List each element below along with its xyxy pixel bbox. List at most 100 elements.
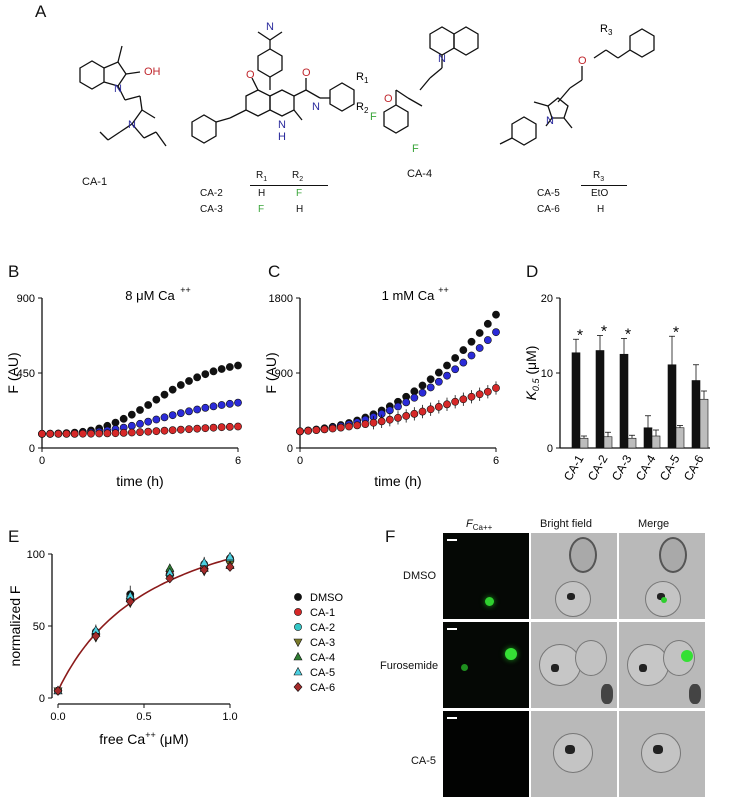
data-point: [38, 429, 46, 438]
y-tick-label: 0: [547, 443, 553, 455]
r-table-1: R1 R2 CA-2 H F CA-3 F H: [200, 170, 330, 220]
data-point: [492, 384, 500, 392]
structure-ca2-ca3: O O N H N N R1 R2: [191, 21, 369, 144]
chart-c: 0 900 1800 0 6 time (h) F (AU) 1 mM Ca ++: [263, 285, 500, 489]
atom-n-ca2: N: [278, 119, 286, 131]
data-point: [434, 402, 443, 411]
atom-n2-ca1: N: [128, 119, 136, 131]
bar: [667, 364, 677, 449]
x-tick-label: 0.5: [136, 711, 151, 723]
table1-header-r2: R2: [292, 170, 304, 183]
panel-label-a: A: [35, 2, 47, 21]
y-axis-label: K0.5 (μM): [523, 346, 541, 401]
data-point: [234, 361, 242, 370]
chart-title-superscript: ++: [438, 285, 449, 295]
data-point: [225, 562, 235, 572]
data-point: [193, 424, 202, 433]
data-point: [443, 361, 451, 370]
data-point: [136, 428, 144, 437]
atom-o-ca4: O: [384, 93, 393, 105]
category-label: CA-1: [561, 452, 587, 483]
chart-title-superscript: ++: [180, 285, 191, 295]
category-label: CA-3: [609, 452, 635, 483]
data-point: [152, 427, 161, 436]
data-point: [193, 373, 202, 382]
data-point: [492, 328, 500, 337]
atom-nh-ca2: N: [312, 101, 320, 113]
y-tick-label: 900: [17, 293, 35, 305]
data-point: [136, 406, 144, 414]
data-point: [443, 400, 451, 409]
data-point: [165, 573, 175, 584]
r1-label: R1: [356, 71, 369, 85]
legend-label: CA-4: [310, 652, 335, 664]
data-point: [394, 402, 402, 411]
atom-n-ca5: N: [546, 115, 554, 127]
legend-marker: [293, 682, 303, 692]
data-point: [144, 417, 153, 426]
data-point: [152, 415, 161, 424]
data-point: [176, 425, 185, 434]
chart-title: 8 μM Ca: [125, 288, 175, 303]
data-point: [54, 429, 63, 438]
data-point: [377, 417, 386, 426]
data-point: [209, 423, 218, 432]
legend-marker: [294, 593, 302, 601]
y-tick-label: 50: [33, 621, 45, 633]
data-point: [345, 422, 353, 431]
data-point: [168, 385, 177, 394]
legend-label: CA-5: [310, 667, 335, 679]
y-tick-label: 900: [275, 368, 293, 380]
bar: [675, 427, 685, 449]
col-header-fca: FCa++: [466, 518, 493, 533]
data-point: [217, 423, 226, 432]
data-point: [369, 418, 378, 427]
bar: [627, 437, 637, 449]
data-point: [483, 319, 492, 328]
data-point: [467, 351, 476, 360]
data-point: [53, 685, 63, 696]
chart-b: 0 450 900 0 6 time (h) F (AU) 8 μM Ca ++: [5, 285, 242, 489]
col-header-bright-field: Bright field: [540, 518, 592, 530]
table2-row: CA-5 EtO: [537, 188, 609, 199]
y-tick-label: 450: [17, 368, 35, 380]
r2-label: R2: [356, 101, 369, 115]
data-point: [312, 426, 321, 434]
data-point: [328, 424, 337, 433]
data-point: [199, 564, 209, 575]
data-point: [410, 393, 419, 402]
significance-marker: *: [601, 324, 607, 341]
bar: [651, 435, 661, 449]
data-point: [225, 551, 235, 561]
data-point: [201, 403, 210, 412]
data-point: [119, 428, 128, 437]
data-point: [225, 399, 234, 408]
y-tick-label: 1800: [269, 293, 293, 305]
data-point: [111, 418, 120, 427]
data-point: [176, 409, 185, 418]
scale-bar: [447, 717, 457, 719]
atom-oh-ca1: OH: [144, 66, 161, 78]
data-point: [426, 405, 435, 414]
y-axis-label: F (AU): [263, 352, 279, 393]
x-tick-label: 0: [297, 455, 303, 467]
legend-label: DMSO: [310, 592, 343, 604]
micrograph-fca-dmso: [443, 533, 529, 619]
data-point: [451, 397, 460, 406]
category-label: CA-4: [633, 452, 659, 483]
data-point: [304, 426, 313, 435]
data-point: [201, 370, 210, 379]
data-point: [127, 410, 136, 419]
data-point: [385, 406, 394, 415]
bar: [595, 350, 605, 449]
scale-bar: [447, 539, 457, 541]
atom-o-ca2: O: [246, 69, 255, 81]
x-tick-label: 6: [235, 455, 241, 467]
data-point: [426, 383, 435, 392]
legend-label: CA-3: [310, 637, 335, 649]
data-point: [385, 415, 394, 424]
data-point: [475, 344, 484, 352]
data-point: [62, 429, 71, 438]
table1-row: CA-2 H F: [200, 188, 303, 199]
data-point: [144, 427, 153, 436]
